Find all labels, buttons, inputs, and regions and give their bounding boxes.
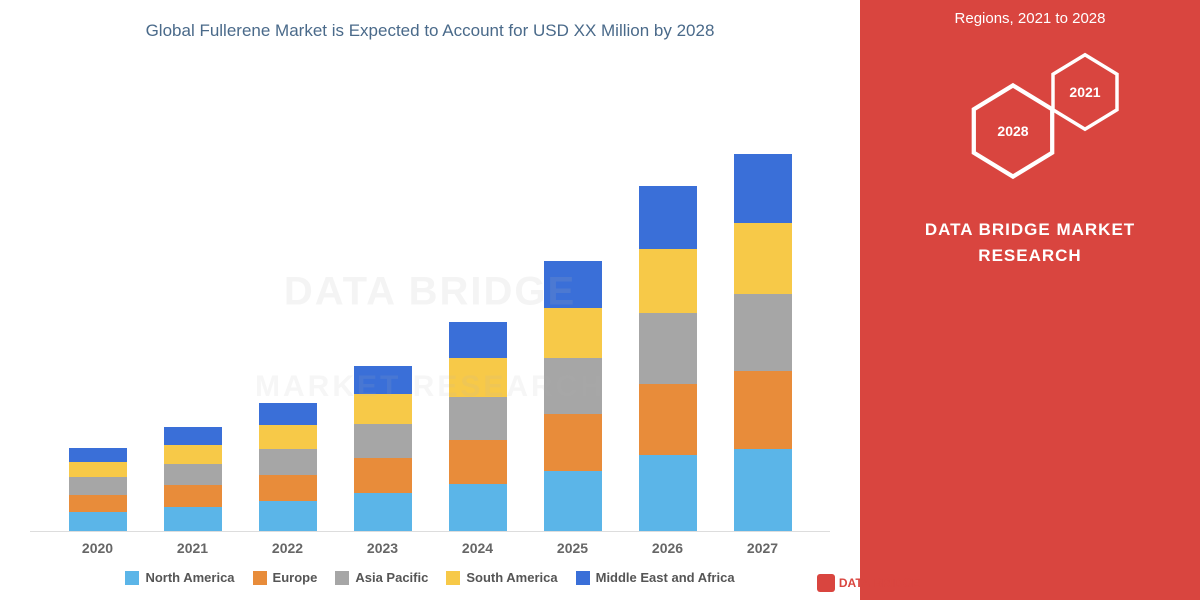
bar-segment — [69, 512, 127, 531]
x-axis-label: 2020 — [63, 540, 133, 556]
bar-segment — [449, 397, 507, 440]
bar-segment — [259, 449, 317, 475]
right-panel: Regions, 2021 to 2028 2028 2021 DATA BRI… — [860, 0, 1200, 600]
bar-segment — [544, 308, 602, 358]
panel-top-text: Regions, 2021 to 2028 — [955, 10, 1106, 27]
bar-segment — [354, 366, 412, 394]
x-axis-label: 2026 — [633, 540, 703, 556]
legend-label: North America — [145, 570, 234, 585]
x-axis-label: 2024 — [443, 540, 513, 556]
bar-segment — [259, 403, 317, 425]
bar-segment — [639, 455, 697, 531]
brand-line1: DATA BRIDGE MARKET — [925, 217, 1135, 243]
bar-segment — [449, 440, 507, 483]
bar-stack — [449, 322, 507, 531]
legend-label: Middle East and Africa — [596, 570, 735, 585]
brand-line2: RESEARCH — [925, 243, 1135, 269]
bar-segment — [734, 371, 792, 449]
bar-stack — [544, 261, 602, 531]
legend-item: Middle East and Africa — [576, 570, 735, 585]
bar-segment — [259, 475, 317, 501]
bar-segment — [544, 414, 602, 470]
chart-legend: North America Europe Asia Pacific South Ame… — [30, 556, 830, 590]
legend-swatch — [335, 571, 349, 585]
x-axis-label: 2025 — [538, 540, 608, 556]
bar-segment — [544, 471, 602, 531]
footer-logo-text: DATA BRIDGE — [839, 576, 920, 590]
x-axis-label: 2022 — [253, 540, 323, 556]
hexagon-2028: 2028 — [970, 82, 1056, 180]
bar-segment — [354, 394, 412, 424]
bar-group — [348, 366, 418, 531]
bar-group — [728, 154, 798, 531]
hex2-label: 2021 — [1069, 84, 1100, 100]
bar-stack — [259, 403, 317, 531]
bar-segment — [164, 507, 222, 531]
legend-item: North America — [125, 570, 234, 585]
bar-segment — [639, 313, 697, 384]
hexagon-group: 2028 2021 — [880, 47, 1180, 167]
legend-swatch — [446, 571, 460, 585]
bar-segment — [259, 425, 317, 449]
bar-segment — [544, 358, 602, 414]
bar-stack — [734, 154, 792, 531]
bar-group — [633, 186, 703, 531]
x-axis-label: 2021 — [158, 540, 228, 556]
bar-segment — [639, 249, 697, 314]
bar-segment — [449, 322, 507, 358]
legend-label: Asia Pacific — [355, 570, 428, 585]
bar-segment — [734, 223, 792, 294]
bar-stack — [639, 186, 697, 531]
chart-plot: DATA BRIDGE MARKET RESEARCH — [30, 52, 830, 532]
footer-logo: DATA BRIDGE — [817, 574, 920, 592]
legend-swatch — [125, 571, 139, 585]
bar-segment — [69, 477, 127, 494]
watermark-text: DATA BRIDGE — [284, 269, 576, 314]
bar-segment — [354, 493, 412, 531]
legend-item: Europe — [253, 570, 318, 585]
bar-segment — [639, 186, 697, 248]
bar-segment — [69, 448, 127, 462]
x-axis-label: 2023 — [348, 540, 418, 556]
hex1-label: 2028 — [997, 123, 1028, 139]
chart-title: Global Fullerene Market is Expected to A… — [30, 20, 830, 42]
bar-stack — [69, 448, 127, 531]
bar-segment — [449, 484, 507, 532]
bar-segment — [164, 485, 222, 507]
brand-text: DATA BRIDGE MARKET RESEARCH — [925, 217, 1135, 268]
legend-item: Asia Pacific — [335, 570, 428, 585]
bar-group — [253, 403, 323, 531]
bar-segment — [69, 462, 127, 478]
bar-segment — [164, 427, 222, 444]
bar-segment — [544, 261, 602, 309]
x-axis-labels: 2020 2021 2022 2023 2024 2025 2026 2027 — [30, 532, 830, 556]
bar-segment — [354, 458, 412, 493]
chart-area: Global Fullerene Market is Expected to A… — [0, 0, 860, 600]
bar-stack — [164, 427, 222, 531]
bar-group — [63, 448, 133, 531]
hexagon-2021: 2021 — [1050, 52, 1120, 132]
legend-label: Europe — [273, 570, 318, 585]
bar-segment — [354, 424, 412, 459]
bar-segment — [69, 495, 127, 512]
bar-segment — [164, 445, 222, 464]
bar-segment — [449, 358, 507, 397]
x-axis-label: 2027 — [728, 540, 798, 556]
bar-group — [538, 261, 608, 531]
legend-label: South America — [466, 570, 557, 585]
bar-segment — [734, 294, 792, 372]
bar-segment — [164, 464, 222, 486]
bar-stack — [354, 366, 412, 531]
bar-segment — [639, 384, 697, 455]
legend-item: South America — [446, 570, 557, 585]
bar-segment — [734, 449, 792, 531]
bar-group — [158, 427, 228, 531]
bar-group — [443, 322, 513, 531]
logo-mark-icon — [817, 574, 835, 592]
legend-swatch — [576, 571, 590, 585]
legend-swatch — [253, 571, 267, 585]
bar-segment — [734, 154, 792, 223]
bar-segment — [259, 501, 317, 531]
